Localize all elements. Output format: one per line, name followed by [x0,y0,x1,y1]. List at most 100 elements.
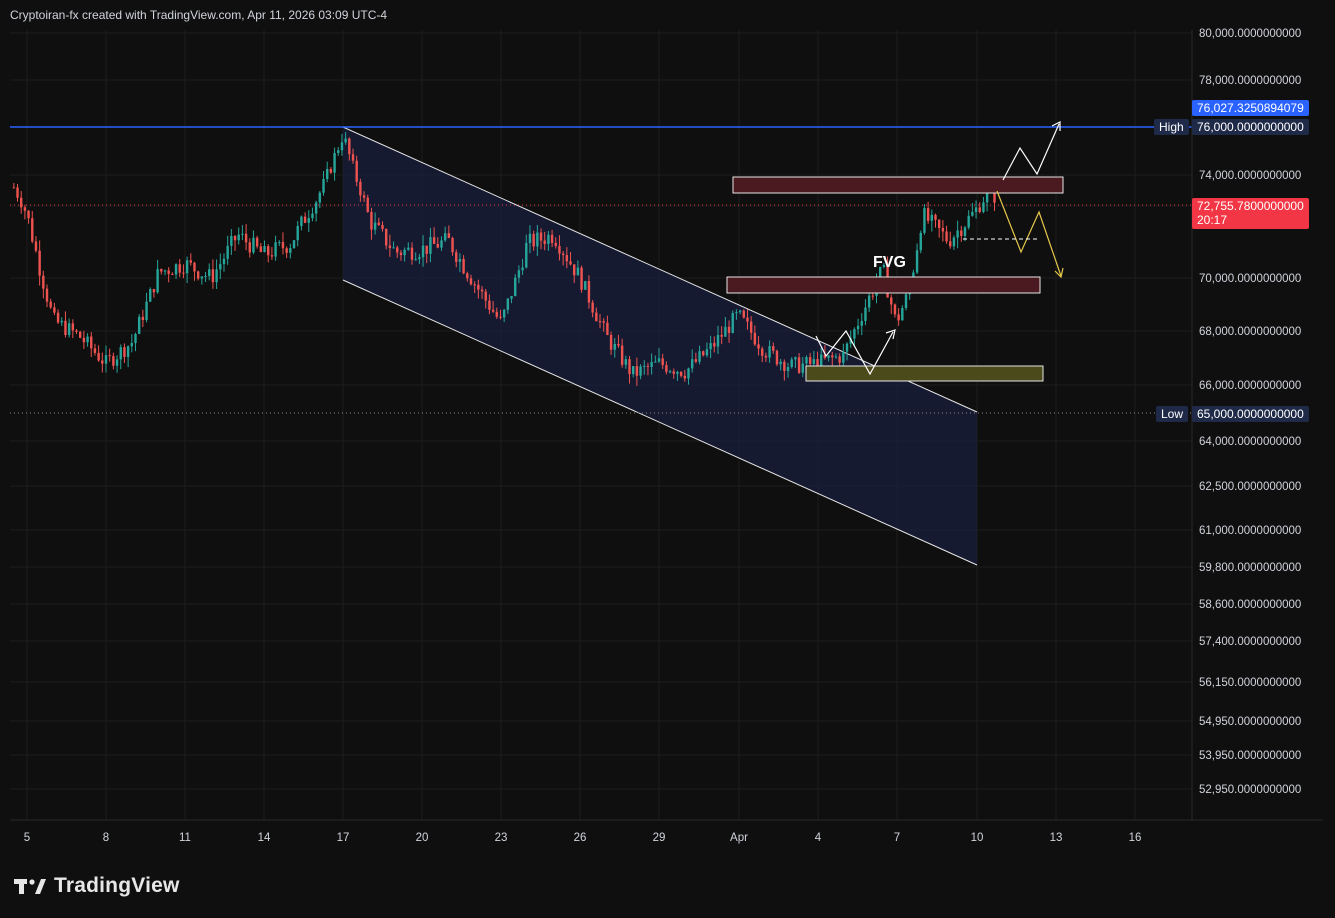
candle-body [447,233,451,239]
candle-body [377,222,381,225]
candle-body [716,335,720,347]
candle-body [849,338,852,344]
candle-body [502,309,506,318]
candle-body [506,298,510,310]
time-tick-label: 16 [1129,832,1142,844]
candle-body [624,359,628,365]
candle-body [134,333,137,343]
time-tick-label: 23 [495,832,508,844]
candle-body [123,347,126,357]
candle-body [185,260,189,274]
candle-body [314,202,318,214]
tradingview-logo-text: TradingView [54,874,180,897]
candle-body [473,284,476,286]
candle-body [49,301,52,308]
candle-body [761,348,764,356]
price-axis[interactable]: 80,000.000000000078,000.000000000076,000… [1199,28,1301,796]
candle-body [683,375,687,379]
candle-body [812,359,816,364]
time-tick-label: 13 [1050,832,1063,844]
candle-body [42,275,45,289]
candle-body [668,371,672,373]
candle-body [126,346,130,357]
candle-body [189,260,192,263]
candle-body [709,343,712,350]
candle-body [208,269,211,276]
bearish-projection [996,190,1062,277]
candle-body [842,351,845,363]
candle-body [196,271,200,279]
tradingview-logo-icon [14,879,46,894]
candle-body [270,255,274,257]
candle-body [60,320,63,323]
candle-body [418,257,421,260]
candle-body [864,307,867,321]
candle-body [698,351,701,362]
candle-body [64,320,67,336]
candle-body [731,313,734,333]
current-price-value: 72,755.7800000000 [1197,199,1304,213]
candle-body [749,321,753,333]
candle-body [904,294,908,308]
candle-body [307,218,310,223]
demand-zone [805,365,1044,382]
candle-body [108,355,111,357]
candle-body [141,316,145,320]
candle-body [233,235,237,241]
candle-body [78,331,82,338]
time-tick-label: 4 [815,832,822,844]
time-axis[interactable]: 5 8 11 14 17 20 23 26 29 Apr 4 7 10 13 16 [24,832,1142,844]
time-tick-label: 14 [258,832,271,844]
candle-body [86,336,89,343]
supply-zone-upper [732,176,1064,194]
candle-body [340,142,344,151]
candle-body [285,248,288,253]
candle-body [458,258,462,262]
candle-body [985,191,989,203]
candle-body [145,301,148,320]
candle-body [713,343,716,347]
price-tick-label: 68,000.0000000000 [1199,326,1301,338]
candle-body [606,322,609,336]
candle-body [322,179,325,193]
candle-body [373,222,377,230]
candle-body [654,361,657,363]
bar-countdown: 20:17 [1197,213,1228,227]
candle-body [915,250,919,273]
candle-body [160,269,163,272]
candle-body [960,230,963,236]
price-tick-label: 64,000.0000000000 [1199,436,1301,448]
candle-body [890,297,893,305]
candle-body [897,314,900,321]
candle-body [27,210,30,219]
candle-body [237,234,240,241]
candle-body [167,270,170,275]
grid-lines [10,30,1192,820]
candle-body [937,219,941,228]
candle-body [536,232,539,247]
projection-paths [815,121,1064,376]
candle-body [543,240,546,244]
candle-body [801,363,804,373]
candle-body [584,281,587,290]
candle-body [525,243,528,268]
candle-body [797,357,801,373]
price-tick-label: 52,950.0000000000 [1199,784,1301,796]
candle-body [934,214,937,220]
candle-body [440,240,443,248]
high-label-tag: High [1154,119,1189,135]
tradingview-logo[interactable]: TradingView [14,874,180,898]
candles [12,132,996,386]
candle-body [573,264,576,276]
candle-body [137,316,141,334]
bullish-arrowhead [1051,121,1061,131]
candle-body [204,275,207,277]
candle-body [827,355,830,358]
candle-body [230,235,233,246]
candle-body [620,345,624,365]
candle-body [215,269,218,283]
candle-body [366,197,369,212]
candle-body [517,270,521,278]
current-price-tag: 72,755.7800000000 20:17 [1192,198,1309,229]
